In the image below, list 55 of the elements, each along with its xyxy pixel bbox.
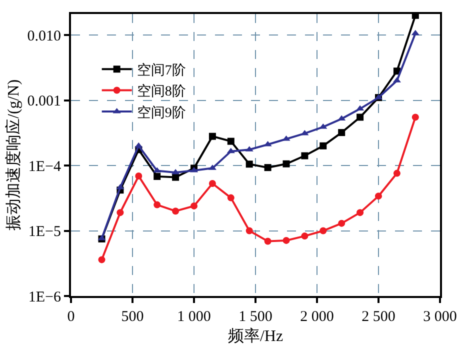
point — [282, 135, 290, 141]
point — [412, 114, 419, 121]
point — [246, 227, 253, 234]
point — [264, 164, 272, 172]
point — [356, 105, 364, 111]
y-tick-label: 0.010 — [27, 28, 61, 44]
point — [116, 209, 124, 216]
point — [338, 129, 346, 136]
point — [356, 114, 364, 121]
point — [172, 208, 180, 215]
y-tick-label: 1E−5 — [28, 224, 61, 240]
point — [375, 192, 382, 200]
point — [356, 209, 364, 216]
point — [190, 202, 198, 210]
x-tick-label: 2 000 — [300, 309, 334, 325]
point — [134, 142, 143, 148]
point — [301, 232, 308, 240]
point — [282, 160, 290, 168]
point — [411, 30, 420, 36]
point — [246, 160, 253, 168]
legend-label: 空间9阶 — [136, 104, 186, 121]
point — [135, 172, 142, 180]
x-tick-label: 1 000 — [177, 309, 211, 325]
point — [153, 167, 162, 173]
point — [393, 170, 400, 177]
x-tick-label: 3 000 — [423, 309, 457, 325]
point — [320, 227, 327, 234]
point — [98, 256, 106, 264]
point — [208, 180, 216, 187]
y-axis-title: 振动加速度响应/(g/N) — [4, 79, 23, 231]
x-tick-label: 500 — [121, 309, 144, 325]
point — [264, 140, 272, 146]
x-tick-label: 0 — [67, 309, 75, 325]
point — [154, 201, 161, 208]
y-tick-label: 1E−4 — [28, 158, 62, 175]
point — [227, 138, 234, 145]
point — [264, 238, 272, 245]
point — [282, 236, 290, 244]
point — [320, 142, 327, 150]
legend-label: 空间7阶 — [136, 62, 186, 79]
point — [226, 148, 235, 154]
y-tick-label: 0.001 — [27, 94, 61, 110]
point — [338, 220, 346, 227]
point — [300, 130, 309, 136]
x-tick-label: 1 500 — [238, 309, 272, 325]
x-tick-label: 2 500 — [362, 309, 396, 325]
legend-label: 空间8阶 — [136, 84, 186, 100]
point — [301, 152, 308, 160]
point — [154, 172, 161, 180]
point — [208, 132, 216, 140]
y-tick-label: 1E−6 — [28, 289, 62, 306]
point — [227, 194, 234, 202]
point — [172, 174, 180, 181]
point — [338, 115, 346, 121]
x-axis-title: 频率/Hz — [228, 327, 284, 346]
